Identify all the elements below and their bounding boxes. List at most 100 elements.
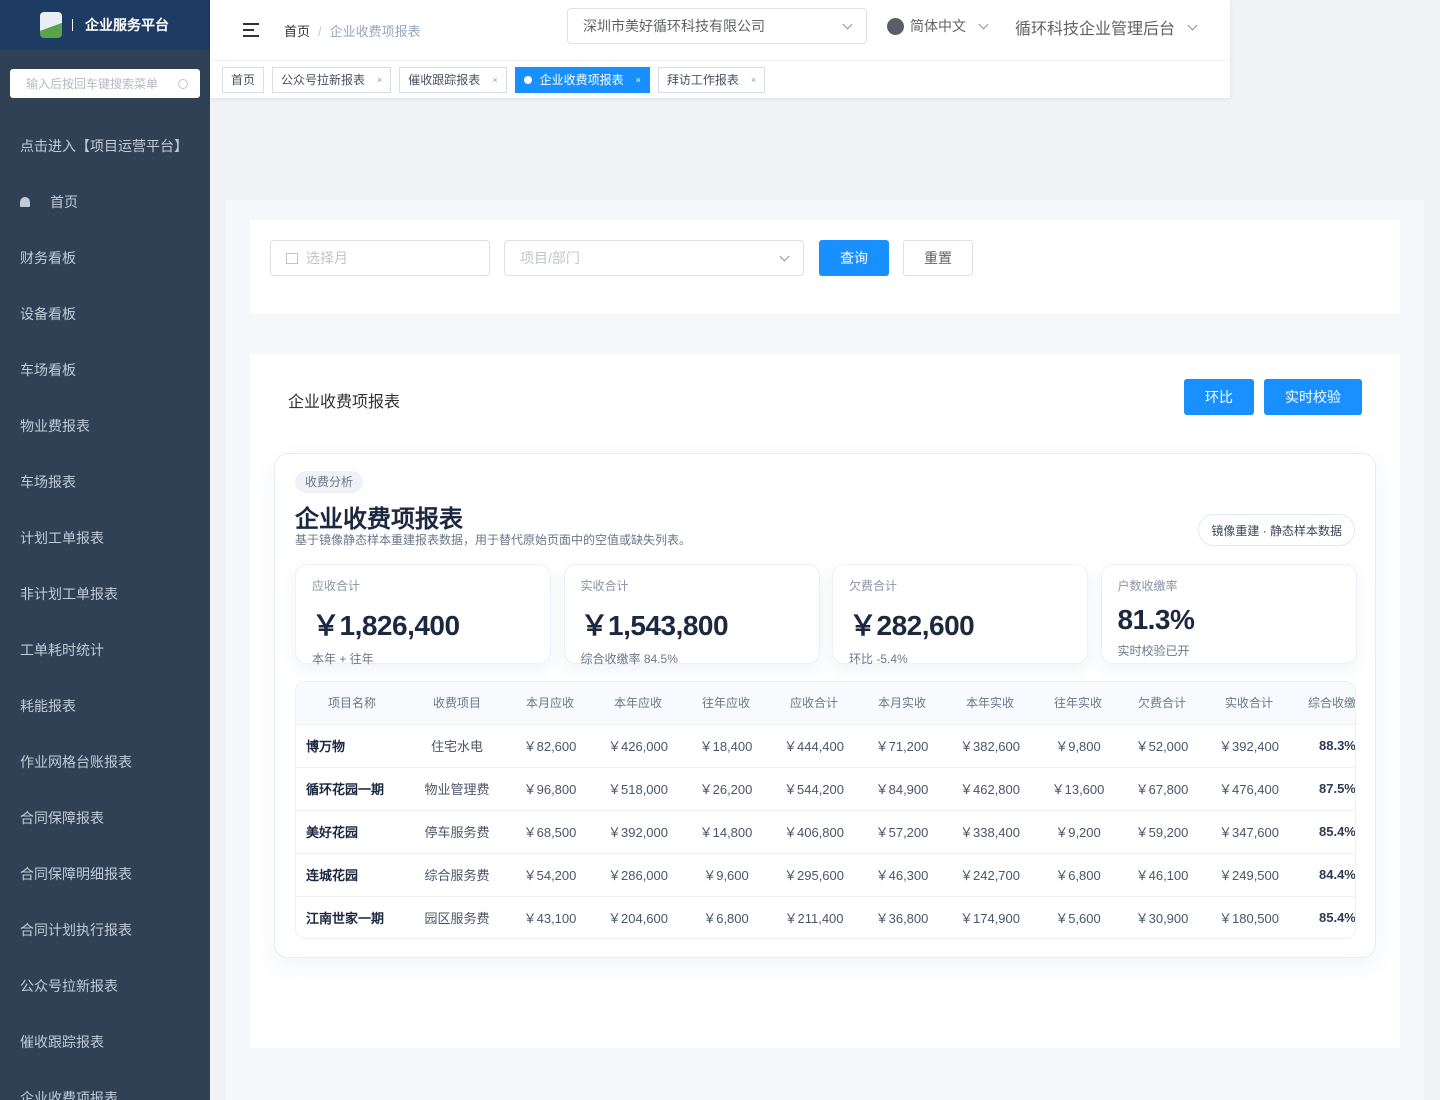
filter-card: 选择月 项目/部门 查询 重置 bbox=[250, 220, 1400, 314]
table-cell: ￥392,400 bbox=[1202, 723, 1296, 767]
table-cell: ￥6,800 bbox=[682, 895, 770, 938]
table-cell: ￥347,600 bbox=[1202, 809, 1296, 853]
column-header: 收费项目 bbox=[408, 682, 506, 724]
tab-item[interactable]: 拜访工作报表 × bbox=[657, 66, 766, 93]
table-cell: ￥286,000 bbox=[594, 852, 682, 896]
table-cell: ￥518,000 bbox=[594, 766, 682, 810]
column-header: 本月实收 bbox=[858, 682, 946, 724]
column-header: 本年实收 bbox=[946, 682, 1034, 724]
tab-item[interactable]: 企业收费项报表 × bbox=[514, 66, 650, 93]
sidebar-item[interactable]: 合同计划执行报表 bbox=[0, 902, 210, 958]
table-cell: ￥444,400 bbox=[770, 723, 858, 767]
sidebar-item[interactable]: 点击进入【项目运营平台】 bbox=[0, 118, 210, 174]
table-cell: ￥18,400 bbox=[682, 723, 770, 767]
table-cell: ￥5,600 bbox=[1034, 895, 1122, 938]
sidebar-item-label: 企业收费项报表 bbox=[20, 1090, 118, 1100]
report-title: 企业收费项报表 bbox=[288, 394, 401, 411]
sidebar-item[interactable]: 耗能报表 bbox=[0, 678, 210, 734]
table-cell: ￥6,800 bbox=[1034, 852, 1122, 896]
panel-subtitle: 基于镜像静态样本重建报表数据，用于替代原始页面中的空值或缺失列表。 bbox=[295, 533, 692, 547]
company-select[interactable]: 深圳市美好循环科技有限公司 bbox=[567, 8, 867, 44]
column-header: 应收合计 bbox=[770, 682, 858, 724]
sidebar-item-label: 车场报表 bbox=[20, 474, 76, 490]
system-menu[interactable]: 循环科技企业管理后台 bbox=[1015, 15, 1198, 39]
column-header: 本年应收 bbox=[594, 682, 682, 724]
tab-label: 拜访工作报表 bbox=[666, 73, 739, 87]
tab-item[interactable]: 公众号拉新报表 × bbox=[272, 66, 392, 93]
chevron-down-icon bbox=[842, 19, 853, 29]
stat-label: 实收合计 bbox=[580, 579, 629, 593]
table-cell: ￥14,800 bbox=[682, 809, 770, 853]
table-cell: ￥174,900 bbox=[946, 895, 1034, 938]
table-cell: ￥68,500 bbox=[506, 809, 594, 853]
table-cell: ￥338,400 bbox=[946, 809, 1034, 853]
verify-button[interactable]: 实时校验 bbox=[1264, 379, 1362, 415]
sidebar-item-label: 公众号拉新报表 bbox=[20, 978, 118, 994]
stat-value: 81.3% bbox=[1117, 604, 1195, 635]
table-cell: 综合服务费 bbox=[408, 852, 506, 896]
sidebar-item-label: 催收跟踪报表 bbox=[20, 1034, 104, 1050]
sidebar-item-label: 计划工单报表 bbox=[20, 530, 104, 546]
table-row: 连城花园 综合服务费 ￥54,200 ￥286,000 ￥9,600 ￥295,600 ￥4… bbox=[296, 852, 1355, 896]
table-cell: ￥9,800 bbox=[1034, 723, 1122, 767]
table-cell: ￥382,600 bbox=[946, 723, 1034, 767]
sidebar-item-label: 作业网格台账报表 bbox=[20, 754, 132, 770]
stat-label: 户数收缴率 bbox=[1117, 579, 1178, 593]
home-icon bbox=[20, 197, 30, 207]
tab-label: 公众号拉新报表 bbox=[281, 73, 366, 87]
chevron-down-icon bbox=[1187, 20, 1198, 30]
sidebar-item[interactable]: 财务看板 bbox=[0, 230, 210, 286]
sidebar-item[interactable]: 合同保障报表 bbox=[0, 790, 210, 846]
tab-item[interactable]: 催收跟踪报表 × bbox=[399, 66, 507, 93]
sidebar-item-label: 车场看板 bbox=[20, 362, 76, 378]
mom-button[interactable]: 环比 bbox=[1184, 379, 1254, 415]
sidebar-item[interactable]: 作业网格台账报表 bbox=[0, 734, 210, 790]
table-cell: ￥82,600 bbox=[506, 723, 594, 767]
breadcrumb-current: 企业收费项报表 bbox=[329, 23, 421, 39]
close-icon[interactable]: × bbox=[635, 74, 641, 85]
close-icon[interactable]: × bbox=[750, 74, 757, 85]
sidebar-item[interactable]: 合同保障明细报表 bbox=[0, 846, 210, 902]
query-button[interactable]: 查询 bbox=[819, 240, 889, 276]
report-table: 项目名称 收费项目 本月应收 本年应收 往年应收 应收合计 本月实收 本年实收 往年实收 欠费合计… bbox=[295, 681, 1356, 939]
close-icon[interactable]: × bbox=[377, 74, 383, 85]
sidebar-item[interactable]: 物业费报表 bbox=[0, 398, 210, 454]
menu-toggle-icon[interactable] bbox=[243, 23, 259, 37]
menu-search-input[interactable]: 输入后按回车键搜索菜单 bbox=[10, 69, 200, 98]
sidebar-item[interactable]: 催收跟踪报表 bbox=[0, 1014, 210, 1070]
table-cell: ￥57,200 bbox=[858, 809, 946, 853]
stat-card: 户数收缴率 81.3% 实时校验已开 bbox=[1100, 564, 1357, 664]
report-card: 企业收费项报表 环比 实时校验 收费分析 企业收费项报表 基于镜像静态样本重建报… bbox=[250, 354, 1400, 1048]
breadcrumb-home[interactable]: 首页 bbox=[284, 23, 311, 39]
table-cell: 住宅水电 bbox=[408, 723, 506, 767]
sidebar-item[interactable]: 首页 bbox=[0, 174, 210, 230]
sidebar-item[interactable]: 企业收费项报表 bbox=[0, 1070, 210, 1100]
stat-note: 实时校验已开 bbox=[1117, 644, 1190, 658]
table-cell: ￥54,200 bbox=[506, 852, 594, 896]
table-cell: ￥52,000 bbox=[1122, 723, 1202, 767]
table-cell: 88.3% bbox=[1296, 723, 1355, 767]
logo-icon bbox=[40, 12, 62, 38]
breadcrumb: 首页 / 企业收费项报表 bbox=[284, 23, 421, 39]
sidebar-item[interactable]: 设备看板 bbox=[0, 286, 210, 342]
sidebar-item[interactable]: 车场报表 bbox=[0, 454, 210, 510]
column-header: 往年实收 bbox=[1034, 682, 1122, 724]
sidebar-item[interactable]: 工单耗时统计 bbox=[0, 622, 210, 678]
sidebar-item[interactable]: 公众号拉新报表 bbox=[0, 958, 210, 1014]
sidebar-item[interactable]: 计划工单报表 bbox=[0, 510, 210, 566]
sidebar-item[interactable]: 车场看板 bbox=[0, 342, 210, 398]
dept-select[interactable]: 项目/部门 bbox=[504, 240, 804, 276]
reset-button[interactable]: 重置 bbox=[903, 240, 973, 276]
table-cell: ￥426,000 bbox=[594, 723, 682, 767]
table-row: 博万物 住宅水电 ￥82,600 ￥426,000 ￥18,400 ￥444,400 ￥71… bbox=[296, 723, 1355, 767]
tab-item[interactable]: 首页 bbox=[222, 66, 265, 93]
table-cell: 85.4% bbox=[1296, 895, 1355, 938]
close-icon[interactable]: × bbox=[492, 74, 498, 85]
language-select[interactable]: 简体中文 bbox=[887, 16, 989, 36]
month-picker[interactable]: 选择月 bbox=[270, 240, 490, 276]
stat-card: 实收合计 ￥1,543,800 综合收缴率 84.5% bbox=[563, 564, 820, 666]
column-header: 本月应收 bbox=[506, 682, 594, 724]
sidebar-item[interactable]: 非计划工单报表 bbox=[0, 566, 210, 622]
table-cell: ￥204,600 bbox=[594, 895, 682, 938]
table-cell: ￥406,800 bbox=[770, 809, 858, 853]
